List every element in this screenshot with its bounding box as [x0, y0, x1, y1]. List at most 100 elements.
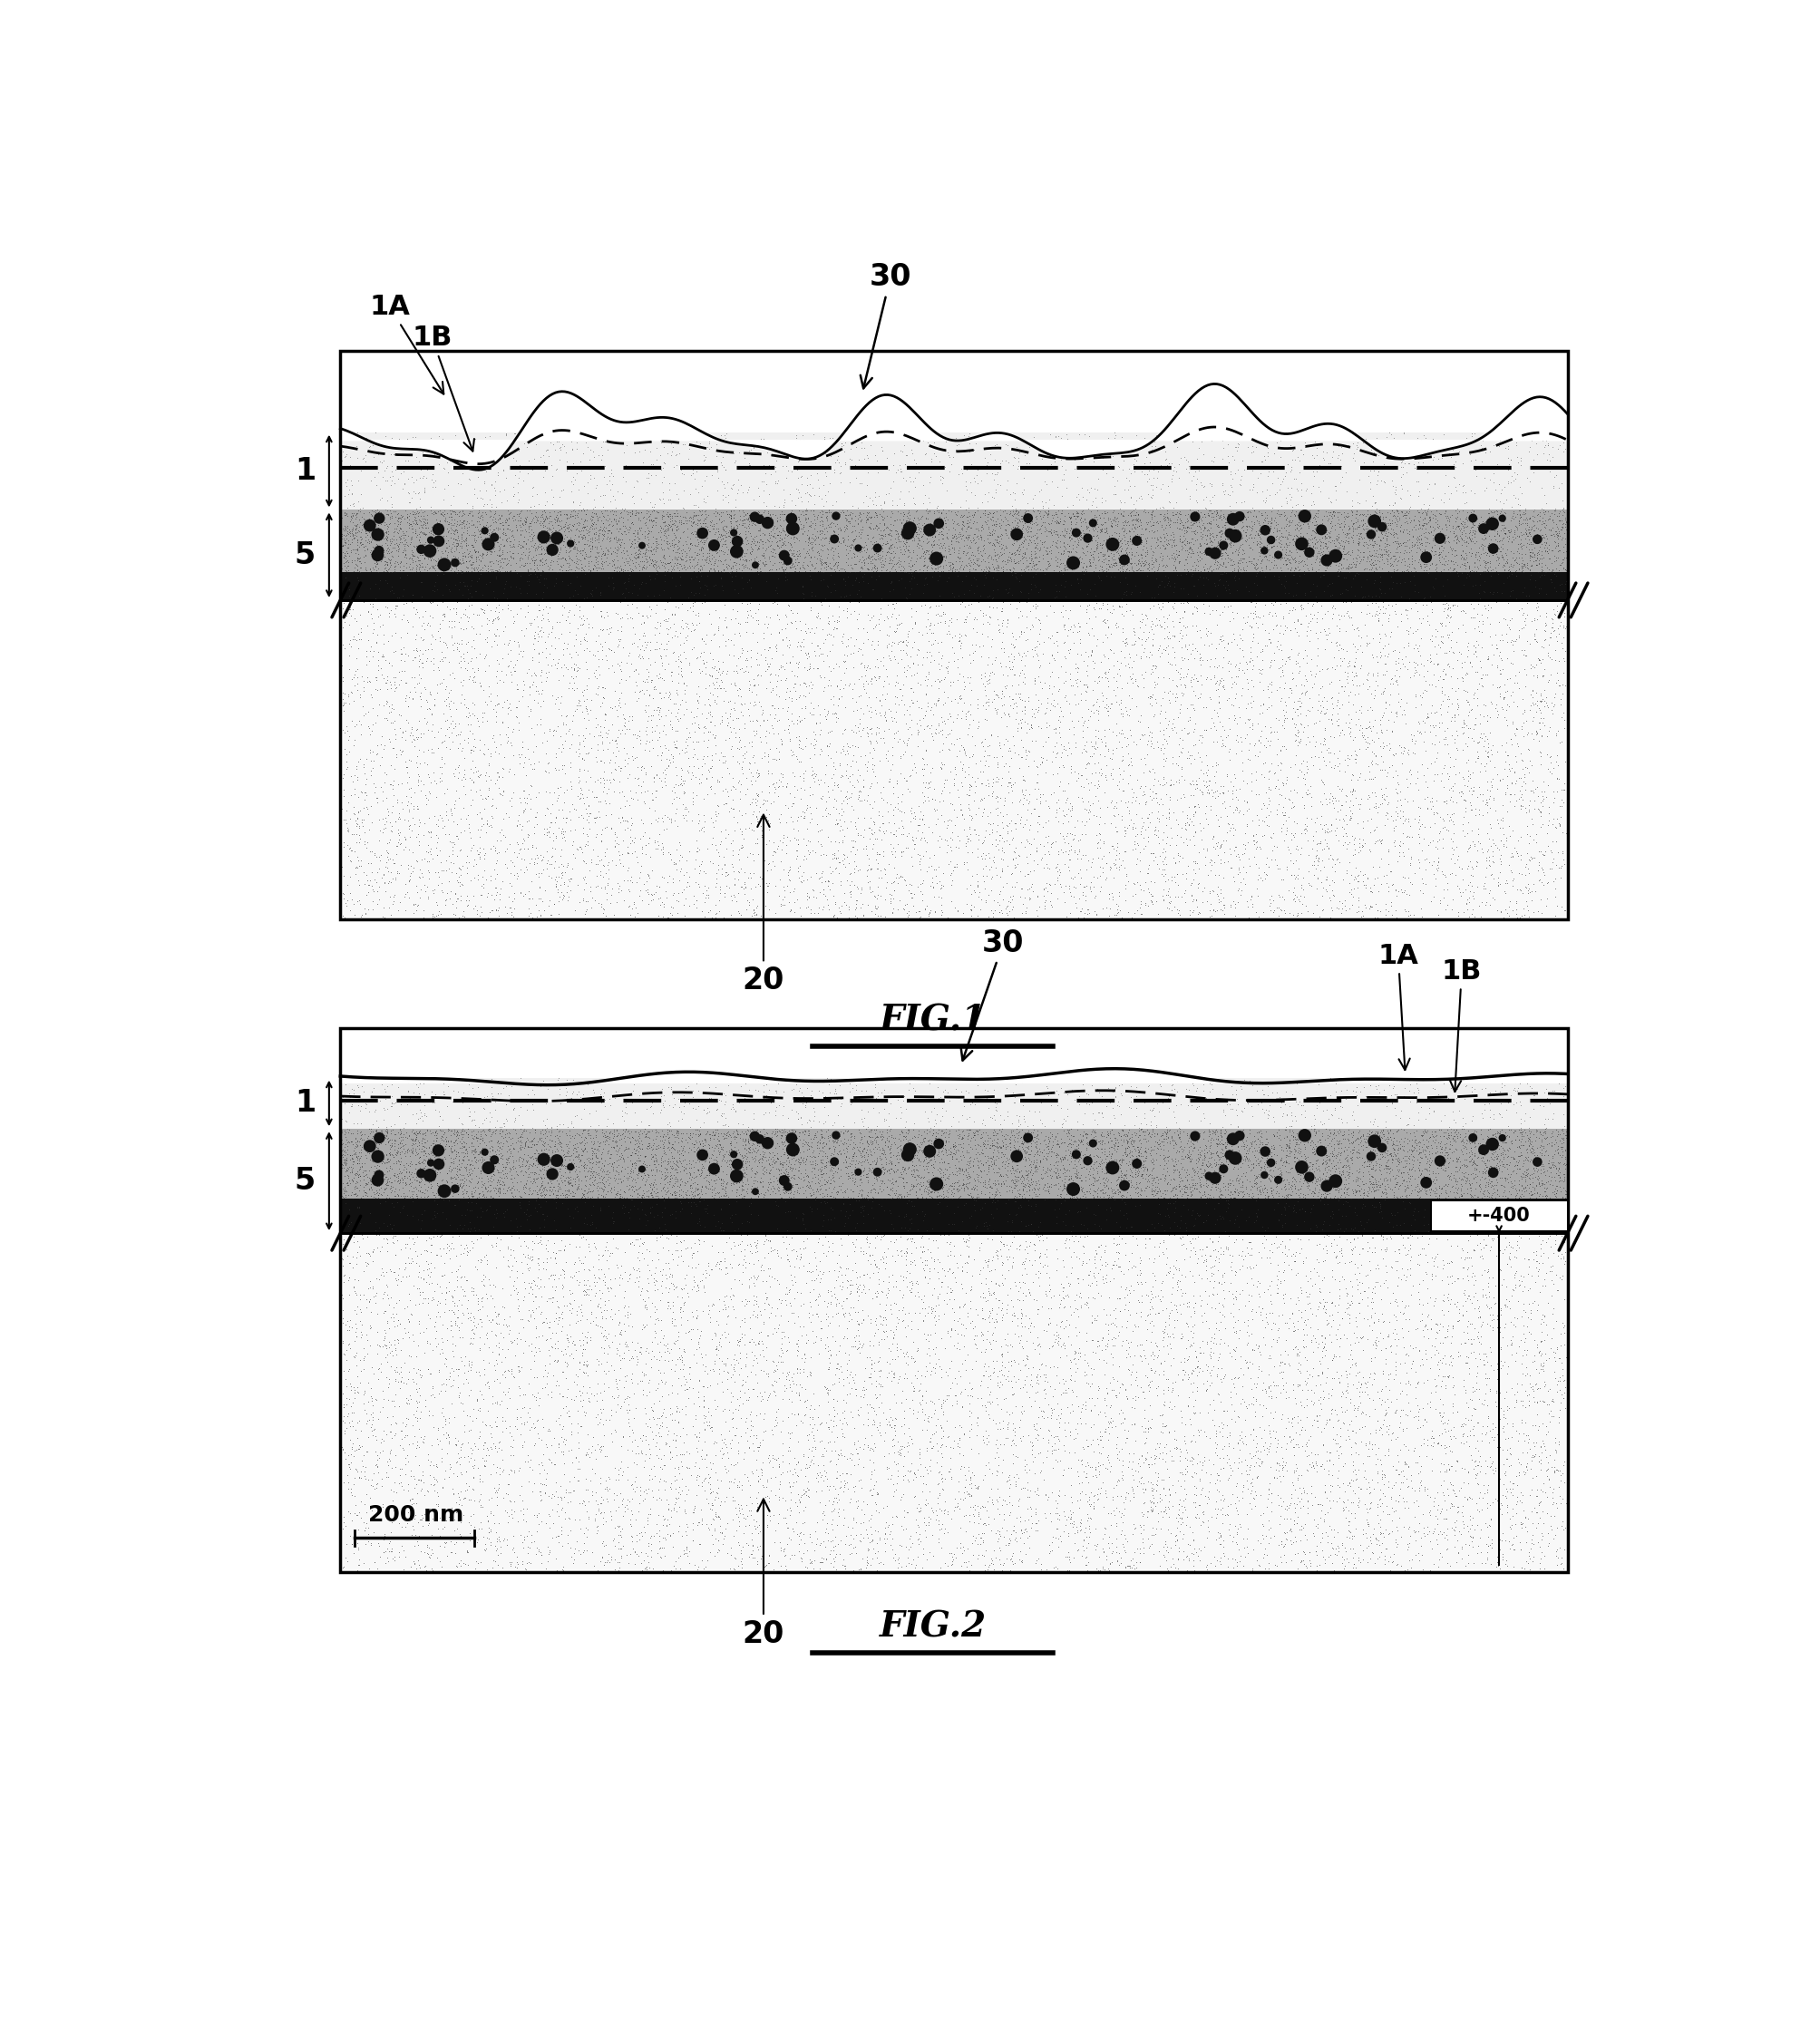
Point — [930, 606, 959, 638]
Point — [874, 735, 903, 768]
Point — [812, 1456, 841, 1489]
Point — [1531, 584, 1560, 616]
Point — [1405, 1349, 1434, 1382]
Point — [1407, 527, 1436, 560]
Point — [1185, 897, 1214, 929]
Point — [1107, 1147, 1136, 1180]
Point — [402, 507, 431, 539]
Point — [1327, 689, 1356, 721]
Point — [1427, 535, 1456, 568]
Point — [1207, 519, 1236, 551]
Point — [546, 541, 575, 574]
Point — [881, 1410, 910, 1442]
Point — [440, 707, 470, 739]
Point — [963, 511, 992, 543]
Point — [1158, 895, 1187, 927]
Point — [1065, 503, 1094, 535]
Point — [761, 701, 790, 733]
Point — [1318, 495, 1347, 527]
Point — [455, 1091, 484, 1123]
Point — [457, 1135, 486, 1168]
Point — [1227, 463, 1256, 495]
Point — [682, 1382, 712, 1414]
Point — [1265, 852, 1294, 885]
Point — [1138, 1115, 1167, 1147]
Point — [639, 1127, 668, 1159]
Point — [413, 606, 442, 638]
Point — [504, 572, 533, 604]
Point — [1518, 1133, 1547, 1166]
Point — [808, 535, 837, 568]
Point — [1152, 695, 1181, 727]
Point — [1054, 535, 1083, 568]
Point — [339, 1166, 368, 1198]
Point — [582, 741, 612, 774]
Point — [593, 1475, 622, 1507]
Point — [810, 1531, 839, 1563]
Point — [848, 1208, 877, 1240]
Point — [1108, 1507, 1138, 1539]
Point — [1265, 513, 1294, 545]
Point — [630, 1147, 659, 1180]
Point — [484, 1297, 513, 1329]
Point — [499, 1149, 528, 1182]
Point — [544, 1234, 573, 1267]
Point — [619, 1341, 648, 1374]
Point — [1052, 471, 1081, 503]
Point — [1074, 1450, 1103, 1483]
Point — [1234, 497, 1263, 529]
Point — [928, 719, 957, 751]
Point — [617, 1147, 646, 1180]
Point — [1522, 505, 1551, 537]
Point — [857, 560, 886, 592]
Point — [679, 452, 708, 485]
Point — [460, 576, 490, 608]
Point — [966, 663, 996, 695]
Point — [994, 1422, 1023, 1454]
Point — [1258, 1265, 1287, 1297]
Point — [961, 1493, 990, 1525]
Point — [464, 1139, 493, 1172]
Point — [848, 1269, 877, 1301]
Point — [844, 776, 874, 808]
Point — [1037, 1129, 1067, 1162]
Point — [508, 1143, 537, 1176]
Point — [1196, 875, 1225, 907]
Point — [1390, 594, 1420, 626]
Point — [1050, 1376, 1079, 1408]
Point — [1154, 566, 1183, 598]
Point — [1343, 1487, 1372, 1519]
Point — [1154, 1188, 1183, 1220]
Point — [1019, 1228, 1048, 1260]
Point — [1532, 818, 1562, 850]
Point — [950, 549, 979, 582]
Point — [590, 1507, 619, 1539]
Point — [1249, 1176, 1278, 1208]
Point — [750, 1254, 779, 1287]
Point — [695, 1477, 724, 1509]
Point — [1041, 1137, 1070, 1170]
Point — [326, 572, 355, 604]
Point — [1283, 529, 1312, 562]
Point — [464, 497, 493, 529]
Point — [440, 610, 470, 642]
Point — [1511, 493, 1540, 525]
Point — [1207, 873, 1236, 905]
Point — [1452, 640, 1481, 673]
Point — [413, 1475, 442, 1507]
Point — [806, 1168, 835, 1200]
Point — [448, 869, 477, 901]
Point — [895, 1212, 925, 1244]
Point — [1340, 1125, 1369, 1157]
Point — [1410, 1309, 1440, 1341]
Point — [1269, 531, 1298, 564]
Point — [668, 1192, 697, 1224]
Point — [1181, 1222, 1210, 1254]
Point — [1205, 1186, 1234, 1218]
Point — [679, 457, 708, 489]
Point — [533, 1246, 562, 1279]
Point — [1363, 465, 1392, 497]
Point — [1318, 703, 1347, 735]
Point — [743, 705, 772, 737]
Point — [621, 762, 650, 794]
